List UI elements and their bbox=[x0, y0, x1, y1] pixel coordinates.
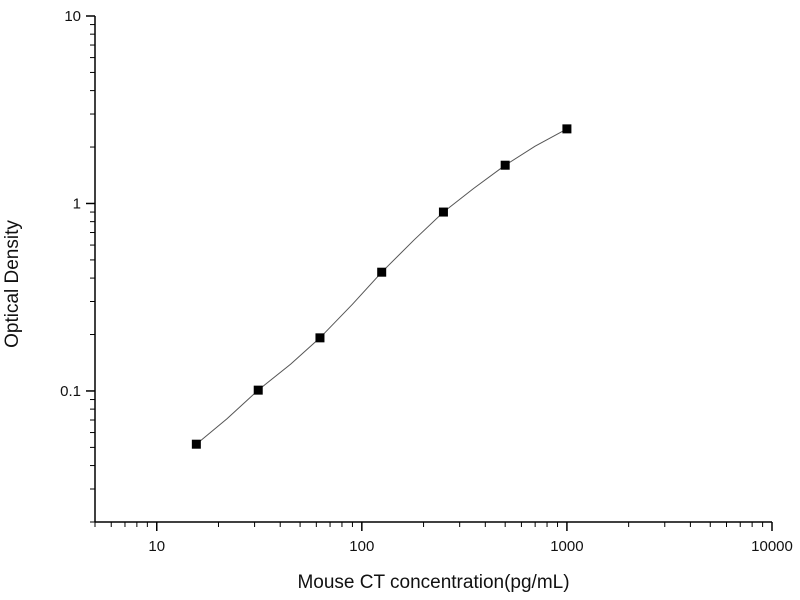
x-tick-label: 100 bbox=[349, 538, 374, 555]
data-point bbox=[500, 160, 510, 170]
data-point bbox=[253, 385, 263, 395]
data-point bbox=[377, 267, 387, 277]
y-tick-label: 10 bbox=[64, 8, 81, 25]
x-axis-label: Mouse CT concentration(pg/mL) bbox=[297, 572, 569, 593]
y-axis-label: Optical Density bbox=[2, 220, 23, 348]
fit-curve bbox=[195, 128, 568, 445]
x-tick-label: 10000 bbox=[751, 538, 793, 555]
y-tick-label: 1 bbox=[73, 195, 81, 212]
y-tick-label: 0.1 bbox=[60, 383, 81, 400]
fit-curve-layer bbox=[195, 128, 568, 445]
x-tick-label: 10 bbox=[148, 538, 165, 555]
data-point bbox=[315, 333, 325, 343]
data-points bbox=[191, 124, 572, 449]
x-tick-label: 1000 bbox=[550, 538, 583, 555]
data-point bbox=[562, 124, 572, 134]
data-point bbox=[438, 207, 448, 217]
data-point bbox=[191, 439, 201, 449]
axes: 10 100 1000 10000 0.1 1 10 bbox=[60, 8, 793, 555]
